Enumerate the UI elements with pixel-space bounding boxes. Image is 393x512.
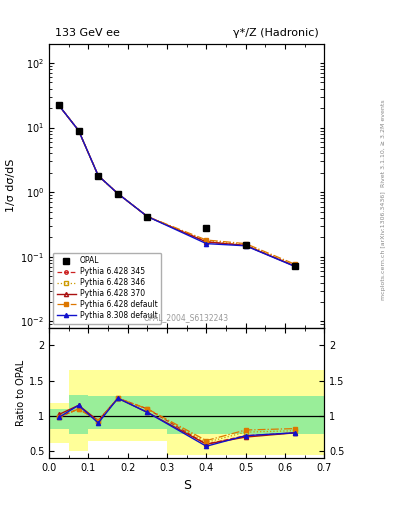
Text: 133 GeV ee: 133 GeV ee: [55, 28, 119, 38]
Y-axis label: 1/σ dσ/dS: 1/σ dσ/dS: [6, 159, 16, 212]
Text: OPAL_2004_S6132243: OPAL_2004_S6132243: [144, 313, 229, 323]
Text: γ*/Z (Hadronic): γ*/Z (Hadronic): [233, 28, 319, 38]
X-axis label: S: S: [183, 479, 191, 492]
Text: Rivet 3.1.10, ≥ 3.2M events: Rivet 3.1.10, ≥ 3.2M events: [381, 99, 386, 187]
Legend: OPAL, Pythia 6.428 345, Pythia 6.428 346, Pythia 6.428 370, Pythia 6.428 default: OPAL, Pythia 6.428 345, Pythia 6.428 346…: [53, 253, 161, 324]
Y-axis label: Ratio to OPAL: Ratio to OPAL: [16, 360, 26, 426]
Text: mcplots.cern.ch [arXiv:1306.3436]: mcplots.cern.ch [arXiv:1306.3436]: [381, 191, 386, 300]
